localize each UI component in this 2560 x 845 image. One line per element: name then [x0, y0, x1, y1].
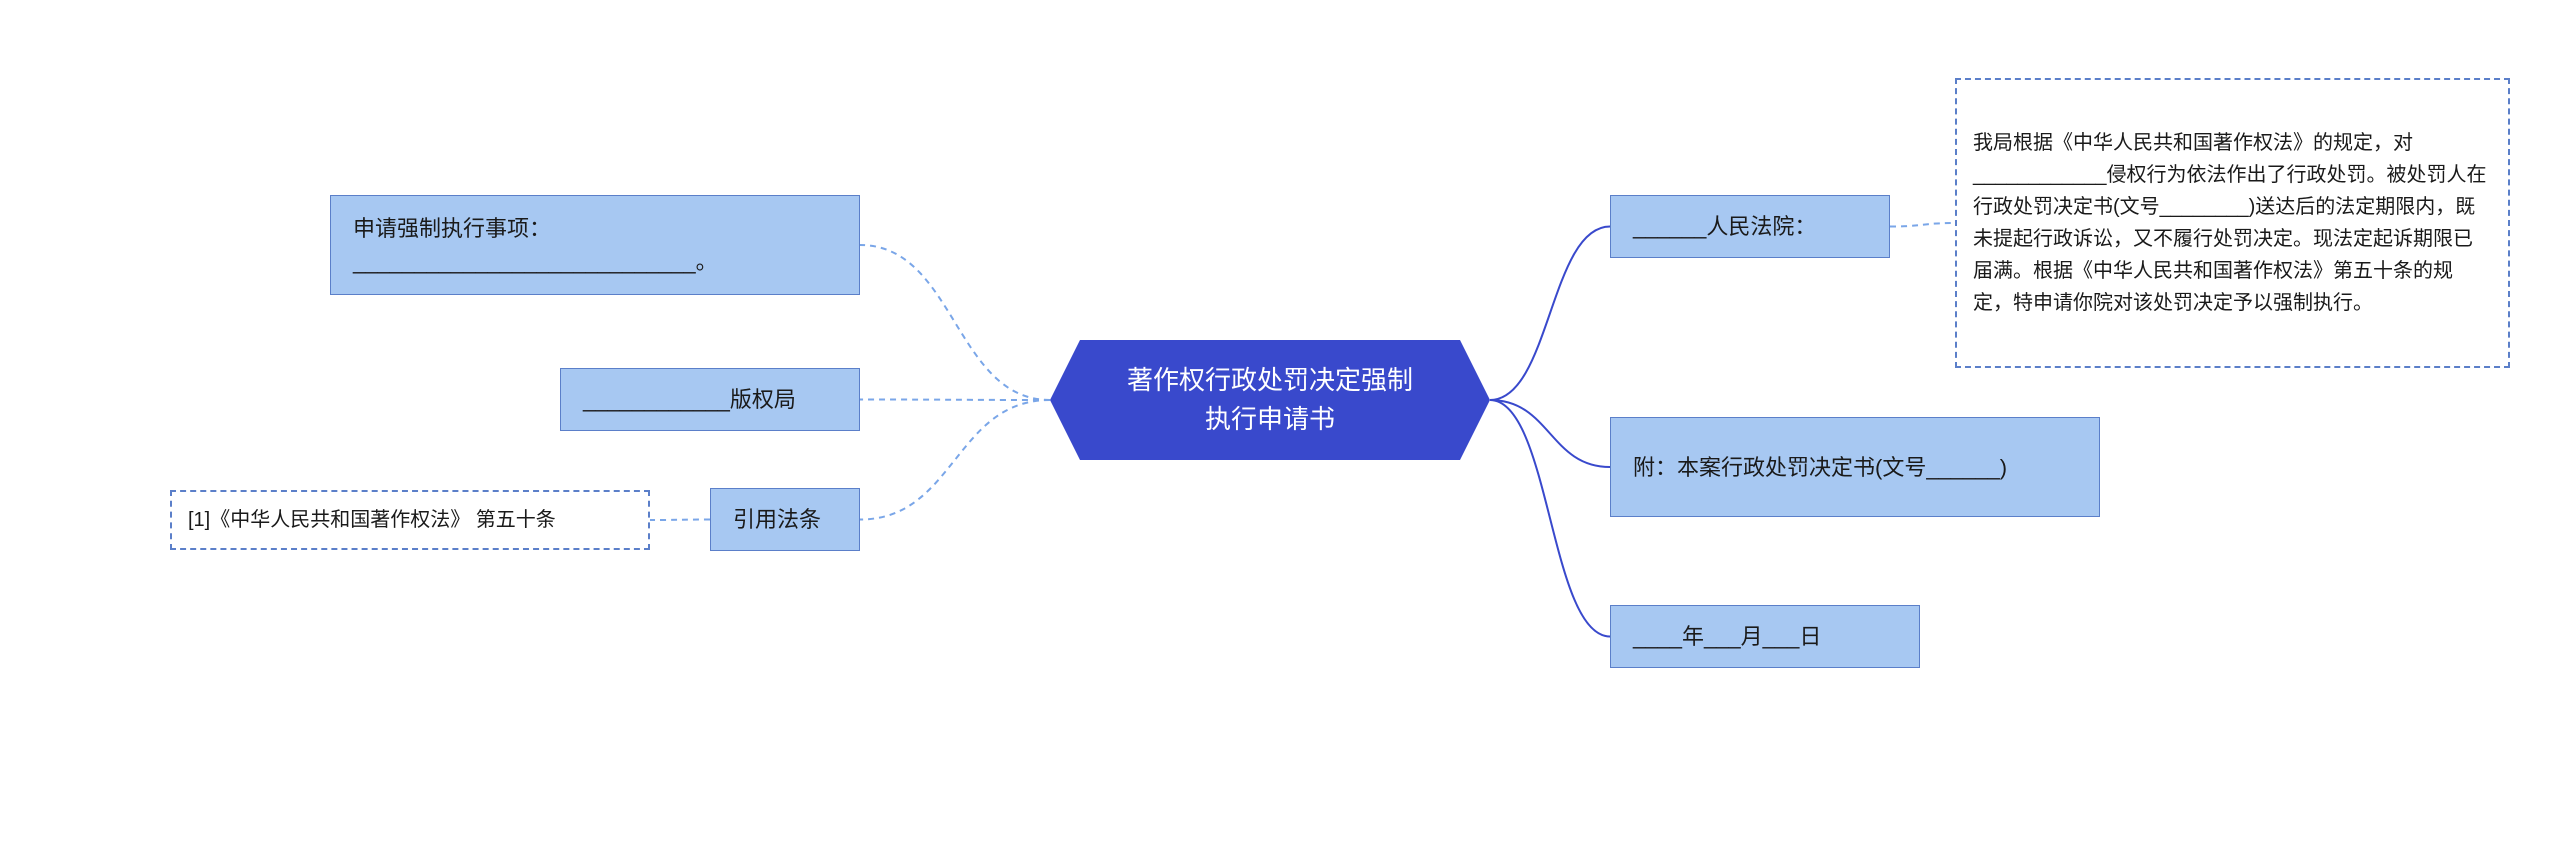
mindmap-node-r1: ______人民法院：: [1610, 195, 1890, 258]
node-label: ____年___月___日: [1633, 620, 1821, 653]
mindmap-node-r2: 附：本案行政处罚决定书(文号______): [1610, 417, 2100, 517]
node-label: 引用法条: [733, 503, 821, 536]
node-label: 申请强制执行事项：____________________________。: [353, 212, 837, 278]
node-label: ____________版权局: [583, 383, 796, 416]
connector: [1490, 400, 1610, 637]
mindmap-node-r1a: 我局根据《中华人民共和国著作权法》的规定，对____________侵权行为依法…: [1955, 78, 2510, 368]
connector: [650, 520, 710, 521]
mindmap-node-l3: 引用法条: [710, 488, 860, 551]
connector: [860, 400, 1050, 401]
center-label: 著作权行政处罚决定强制 执行申请书: [1127, 361, 1413, 439]
mindmap-node-r3: ____年___月___日: [1610, 605, 1920, 668]
node-label: 附：本案行政处罚决定书(文号______): [1633, 451, 2007, 484]
connector: [860, 245, 1050, 400]
node-label: ______人民法院：: [1633, 210, 1816, 243]
node-label: [1]《中华人民共和国著作权法》 第五十条: [188, 504, 556, 536]
mindmap-node-l2: ____________版权局: [560, 368, 860, 431]
connector: [1490, 227, 1610, 401]
node-label: 我局根据《中华人民共和国著作权法》的规定，对____________侵权行为依法…: [1973, 127, 2492, 319]
connector: [1490, 400, 1610, 467]
connector: [1890, 223, 1955, 227]
mindmap-node-l1: 申请强制执行事项：____________________________。: [330, 195, 860, 295]
center-node: 著作权行政处罚决定强制 执行申请书: [1050, 340, 1490, 460]
mindmap-node-l3a: [1]《中华人民共和国著作权法》 第五十条: [170, 490, 650, 550]
connector: [860, 400, 1050, 520]
